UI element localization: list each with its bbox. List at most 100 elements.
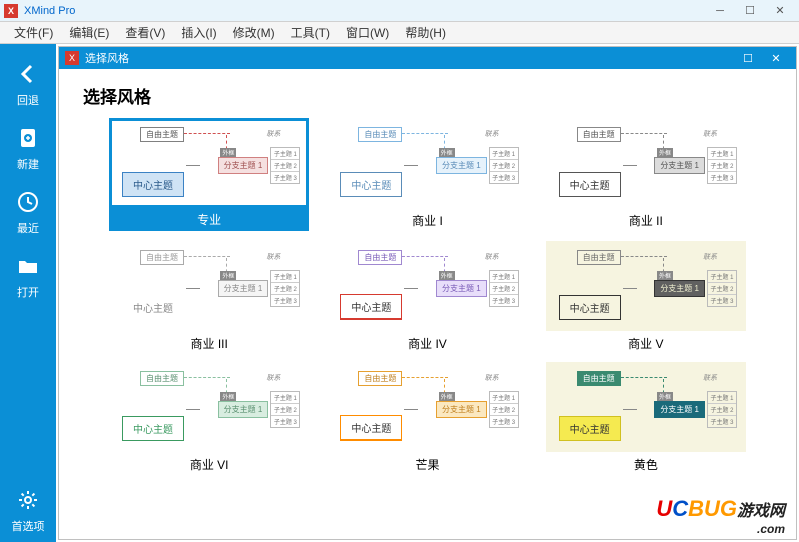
subtopic-box: 子主题 1子主题 2子主题 3 bbox=[489, 147, 519, 184]
dialog-close-button[interactable]: ✕ bbox=[762, 48, 790, 68]
style-card-8[interactable]: 自由主题联系外框分支主题 1子主题 1子主题 2子主题 3中心主题黄色 bbox=[546, 362, 746, 473]
close-button[interactable]: ✕ bbox=[765, 1, 795, 21]
arrow-line bbox=[621, 133, 667, 134]
style-thumb: 自由主题联系外框分支主题 1子主题 1子主题 2子主题 3中心主题 bbox=[546, 362, 746, 452]
connector-line bbox=[623, 165, 637, 166]
window-controls: ─ ☐ ✕ bbox=[705, 1, 795, 21]
connector-line bbox=[186, 409, 200, 410]
subtopic-box: 子主题 1子主题 2子主题 3 bbox=[270, 270, 300, 307]
style-thumb: 自由主题联系外框分支主题 1子主题 1子主题 2子主题 3中心主题 bbox=[109, 362, 309, 452]
main-area: 回退 新建 最近 打开 首选项 X 选择风格 ☐ ✕ 选择风格 bbox=[0, 44, 799, 542]
style-card-label: 商业 III bbox=[190, 335, 227, 352]
menu-modify[interactable]: 修改(M) bbox=[225, 24, 283, 41]
branch-topic-label: 分支主题 1 bbox=[218, 401, 269, 418]
settings-icon bbox=[14, 486, 42, 514]
menu-edit[interactable]: 编辑(E) bbox=[61, 24, 117, 41]
subtopic-box: 子主题 1子主题 2子主题 3 bbox=[707, 147, 737, 184]
menu-insert[interactable]: 插入(I) bbox=[173, 24, 224, 41]
arrow-line bbox=[402, 133, 448, 134]
open-icon bbox=[14, 252, 42, 280]
menu-tools[interactable]: 工具(T) bbox=[283, 24, 338, 41]
style-thumb: 自由主题联系外框分支主题 1子主题 1子主题 2子主题 3中心主题 bbox=[327, 362, 527, 452]
relation-label: 联系 bbox=[703, 252, 717, 262]
connector-line bbox=[623, 288, 637, 289]
free-topic-label: 自由主题 bbox=[140, 250, 184, 265]
sidebar-recent[interactable]: 最近 bbox=[0, 180, 56, 244]
connector-line bbox=[623, 409, 637, 410]
free-topic-label: 自由主题 bbox=[577, 250, 621, 265]
style-card-6[interactable]: 自由主题联系外框分支主题 1子主题 1子主题 2子主题 3中心主题商业 VI bbox=[109, 362, 309, 473]
dialog-maximize-button[interactable]: ☐ bbox=[734, 48, 762, 68]
free-topic-label: 自由主题 bbox=[140, 371, 184, 386]
maximize-button[interactable]: ☐ bbox=[735, 1, 765, 21]
style-thumb: 自由主题联系外框分支主题 1子主题 1子主题 2子主题 3中心主题 bbox=[546, 241, 746, 331]
center-topic-label: 中心主题 bbox=[559, 416, 621, 441]
arrow-line bbox=[621, 256, 667, 257]
dialog-title: 选择风格 bbox=[85, 50, 129, 66]
new-icon bbox=[14, 124, 42, 152]
relation-label: 联系 bbox=[266, 252, 280, 262]
sidebar-settings[interactable]: 首选项 bbox=[0, 478, 56, 542]
style-thumb: 自由主题联系外框分支主题 1子主题 1子主题 2子主题 3中心主题 bbox=[109, 241, 309, 331]
relation-label: 联系 bbox=[266, 129, 280, 139]
style-thumb: 自由主题联系外框分支主题 1子主题 1子主题 2子主题 3中心主题 bbox=[546, 118, 746, 208]
center-topic-label: 中心主题 bbox=[559, 295, 621, 320]
style-card-7[interactable]: 自由主题联系外框分支主题 1子主题 1子主题 2子主题 3中心主题芒果 bbox=[327, 362, 527, 473]
subtopic-box: 子主题 1子主题 2子主题 3 bbox=[489, 391, 519, 428]
sidebar-back[interactable]: 回退 bbox=[0, 52, 56, 116]
style-card-label: 商业 VI bbox=[190, 456, 229, 473]
style-card-3[interactable]: 自由主题联系外框分支主题 1子主题 1子主题 2子主题 3中心主题商业 III bbox=[109, 241, 309, 352]
style-card-1[interactable]: 自由主题 联系外框分支主题 1子主题 1子主题 2子主题 3 中心主题商业 I bbox=[327, 118, 527, 231]
app-title: XMind Pro bbox=[24, 5, 75, 17]
free-topic-label: 自由主题 bbox=[358, 250, 402, 265]
minimize-button[interactable]: ─ bbox=[705, 1, 735, 21]
style-thumb: 自由主题 联系外框分支主题 1子主题 1子主题 2子主题 3 中心主题 bbox=[327, 118, 527, 208]
sidebar-new[interactable]: 新建 bbox=[0, 116, 56, 180]
boundary-tag: 外框 bbox=[220, 148, 236, 157]
sidebar-open-label: 打开 bbox=[17, 284, 39, 300]
style-card-4[interactable]: 自由主题联系外框分支主题 1子主题 1子主题 2子主题 3中心主题商业 IV bbox=[327, 241, 527, 352]
branch-topic-label: 分支主题 1 bbox=[436, 401, 487, 418]
boundary-tag: 外框 bbox=[439, 392, 455, 401]
relation-label: 联系 bbox=[266, 373, 280, 383]
menu-help[interactable]: 帮助(H) bbox=[397, 24, 454, 41]
style-card-label: 商业 I bbox=[412, 212, 443, 229]
menu-file[interactable]: 文件(F) bbox=[6, 24, 61, 41]
style-thumb: 自由主题联系外框分支主题 1子主题 1子主题 2子主题 3中心主题 bbox=[327, 241, 527, 331]
menu-bar: 文件(F) 编辑(E) 查看(V) 插入(I) 修改(M) 工具(T) 窗口(W… bbox=[0, 22, 799, 44]
center-topic-label: 中心主题 bbox=[340, 172, 402, 197]
content-panel: X 选择风格 ☐ ✕ 选择风格 自由主题联系外框分支主题 1子主题 1子主题 2… bbox=[58, 46, 797, 540]
free-topic-label: 自由主题 bbox=[577, 371, 621, 386]
arrow-line bbox=[402, 256, 448, 257]
arrow-line bbox=[184, 256, 230, 257]
style-card-0[interactable]: 自由主题联系外框分支主题 1子主题 1子主题 2子主题 3中心主题专业 bbox=[109, 118, 309, 231]
relation-label: 联系 bbox=[485, 129, 499, 139]
boundary-tag: 外框 bbox=[657, 271, 673, 280]
sidebar: 回退 新建 最近 打开 首选项 bbox=[0, 44, 56, 542]
boundary-tag: 外框 bbox=[220, 271, 236, 280]
sidebar-recent-label: 最近 bbox=[17, 220, 39, 236]
back-icon bbox=[14, 60, 42, 88]
center-topic-label: 中心主题 bbox=[559, 172, 621, 197]
recent-icon bbox=[14, 188, 42, 216]
app-icon: X bbox=[4, 4, 18, 18]
boundary-tag: 外框 bbox=[220, 392, 236, 401]
arrow-line bbox=[184, 377, 230, 378]
arrow-line bbox=[621, 377, 667, 378]
subtopic-box: 子主题 1子主题 2子主题 3 bbox=[270, 147, 300, 184]
style-card-5[interactable]: 自由主题联系外框分支主题 1子主题 1子主题 2子主题 3中心主题商业 V bbox=[546, 241, 746, 352]
boundary-tag: 外框 bbox=[439, 148, 455, 157]
connector-line bbox=[186, 165, 200, 166]
menu-view[interactable]: 查看(V) bbox=[117, 24, 173, 41]
arrow-line bbox=[402, 377, 448, 378]
sidebar-open[interactable]: 打开 bbox=[0, 244, 56, 308]
connector-line bbox=[186, 288, 200, 289]
menu-window[interactable]: 窗口(W) bbox=[338, 24, 397, 41]
branch-topic-label: 分支主题 1 bbox=[436, 157, 487, 174]
free-topic-label: 自由主题 bbox=[358, 127, 402, 142]
connector-line bbox=[404, 288, 418, 289]
center-topic-label: 中心主题 bbox=[122, 416, 184, 441]
arrow-line bbox=[184, 133, 230, 134]
style-card-2[interactable]: 自由主题联系外框分支主题 1子主题 1子主题 2子主题 3中心主题商业 II bbox=[546, 118, 746, 231]
boundary-tag: 外框 bbox=[439, 271, 455, 280]
